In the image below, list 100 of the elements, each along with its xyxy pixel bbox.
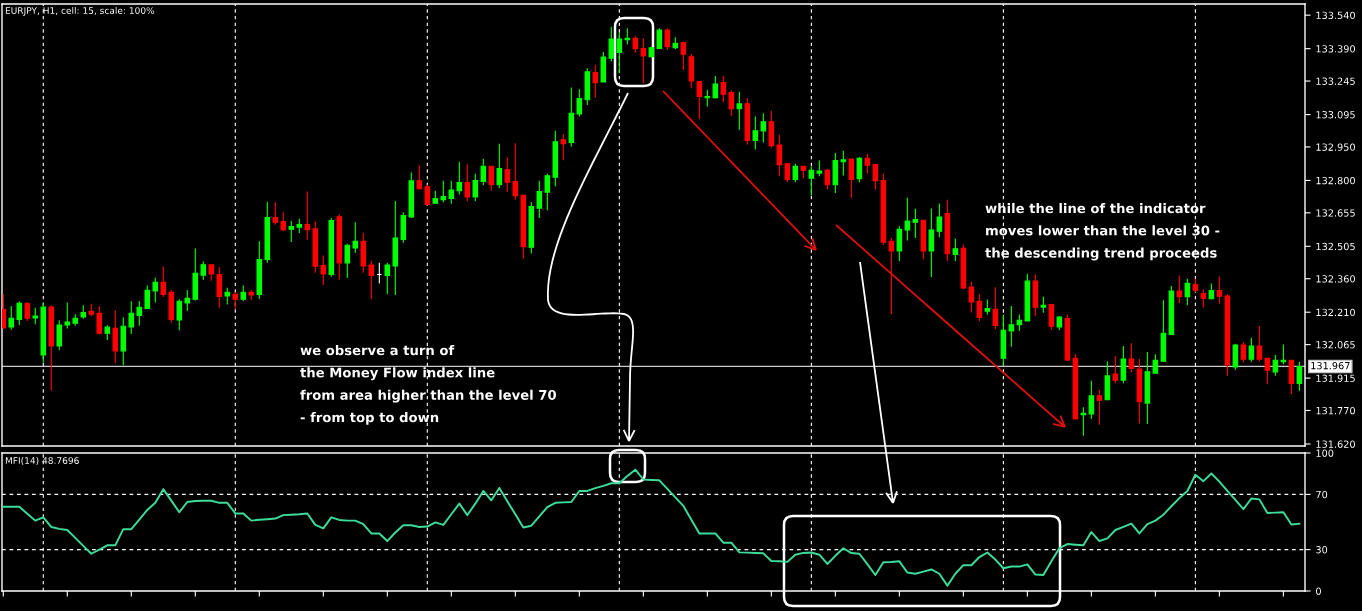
candlestick — [1008, 305, 1015, 348]
candlestick — [1280, 343, 1287, 365]
candlestick — [1184, 278, 1191, 306]
chart-title: MFI(14) 48.7696 — [5, 457, 79, 466]
candlestick — [624, 27, 631, 45]
candlestick — [208, 263, 215, 282]
candlestick — [296, 218, 303, 234]
candlestick — [288, 220, 295, 243]
candlestick — [1232, 343, 1239, 371]
candlestick — [272, 201, 279, 226]
candlestick — [464, 163, 471, 202]
candlestick — [456, 161, 463, 196]
candlestick — [736, 91, 743, 131]
candlestick — [752, 116, 759, 151]
candlestick — [1072, 353, 1079, 420]
chart-title: EURJPY, H1, cell: 15, scale: 100% — [5, 7, 155, 16]
candlestick — [48, 304, 55, 392]
candlestick — [560, 133, 567, 161]
candlestick — [1104, 361, 1111, 401]
candlestick — [328, 217, 335, 278]
candlestick — [144, 284, 151, 310]
candlestick — [512, 142, 519, 201]
candlestick — [1200, 288, 1207, 309]
candlestick — [800, 165, 807, 179]
candlestick — [616, 31, 623, 74]
candlestick — [1160, 299, 1167, 362]
annotation: while the line of the indicator moves lower than the level 30 - the descending trend proceeds — [985, 203, 1220, 261]
candlestick — [440, 180, 447, 203]
candlestick — [424, 184, 431, 207]
candlestick — [216, 266, 223, 309]
candlestick — [960, 244, 967, 290]
candlestick — [808, 165, 815, 197]
candlestick — [1064, 313, 1071, 362]
candlestick — [896, 225, 903, 262]
candlestick — [856, 156, 863, 183]
candlestick — [40, 302, 47, 364]
candlestick — [432, 190, 439, 205]
candlestick — [992, 286, 999, 330]
candlestick — [600, 51, 607, 84]
candlestick — [1192, 278, 1199, 293]
candlestick — [488, 165, 495, 192]
candlestick — [1256, 325, 1263, 362]
candlestick — [776, 134, 783, 177]
candlestick — [768, 110, 775, 148]
y-tick-label: 132.505 — [1316, 242, 1355, 251]
candlestick — [744, 97, 751, 146]
y-tick-label: 131.915 — [1316, 374, 1355, 382]
candlestick — [160, 265, 167, 298]
candlestick — [1056, 315, 1063, 331]
candlestick — [520, 194, 527, 259]
candlestick — [16, 300, 23, 326]
candlestick — [80, 304, 87, 320]
candlestick — [320, 254, 327, 286]
candlestick — [720, 75, 727, 103]
candlestick — [408, 171, 415, 219]
candlestick — [792, 163, 799, 183]
candlestick — [544, 173, 551, 211]
candlestick — [112, 309, 119, 364]
candlestick — [784, 163, 791, 183]
y-tick-label: 132.800 — [1316, 176, 1355, 185]
candlestick — [976, 293, 983, 322]
y-tick-label: 0 — [1316, 587, 1321, 595]
candlestick — [1120, 345, 1127, 384]
candlestick — [136, 300, 143, 327]
candlestick — [384, 262, 391, 295]
candlestick — [824, 168, 831, 191]
candlestick — [1224, 293, 1231, 377]
y-tick-label: 132.065 — [1316, 341, 1355, 349]
candlestick — [1088, 380, 1095, 420]
ref-line-label: 131.967 — [1311, 361, 1350, 370]
candlestick — [840, 150, 847, 177]
candlestick — [1144, 351, 1151, 425]
candlestick — [184, 289, 191, 312]
y-tick-label: 132.655 — [1316, 209, 1355, 217]
candlestick — [128, 300, 135, 335]
candlestick — [1208, 282, 1215, 301]
candlestick — [2, 293, 7, 330]
candlestick — [176, 298, 183, 331]
candlestick — [1216, 275, 1223, 305]
candlestick — [240, 284, 247, 302]
y-tick-label: 132.950 — [1316, 143, 1355, 151]
y-tick-label: 133.095 — [1316, 111, 1355, 119]
candlestick — [912, 208, 919, 239]
candlestick — [552, 130, 559, 187]
candlestick — [944, 199, 951, 262]
candlestick — [1296, 361, 1303, 392]
candlestick — [1040, 296, 1047, 314]
candlestick — [232, 291, 239, 310]
candlestick — [96, 305, 103, 335]
candlestick — [472, 173, 479, 202]
candlestick — [872, 163, 879, 191]
y-tick-label: 132.210 — [1316, 308, 1355, 317]
candlestick — [152, 277, 159, 304]
candlestick — [368, 260, 375, 300]
candlestick — [832, 152, 839, 194]
candlestick — [72, 313, 79, 327]
candlestick — [248, 289, 255, 301]
candlestick — [1176, 275, 1183, 304]
candlestick — [360, 232, 367, 274]
candlestick — [1032, 273, 1039, 317]
